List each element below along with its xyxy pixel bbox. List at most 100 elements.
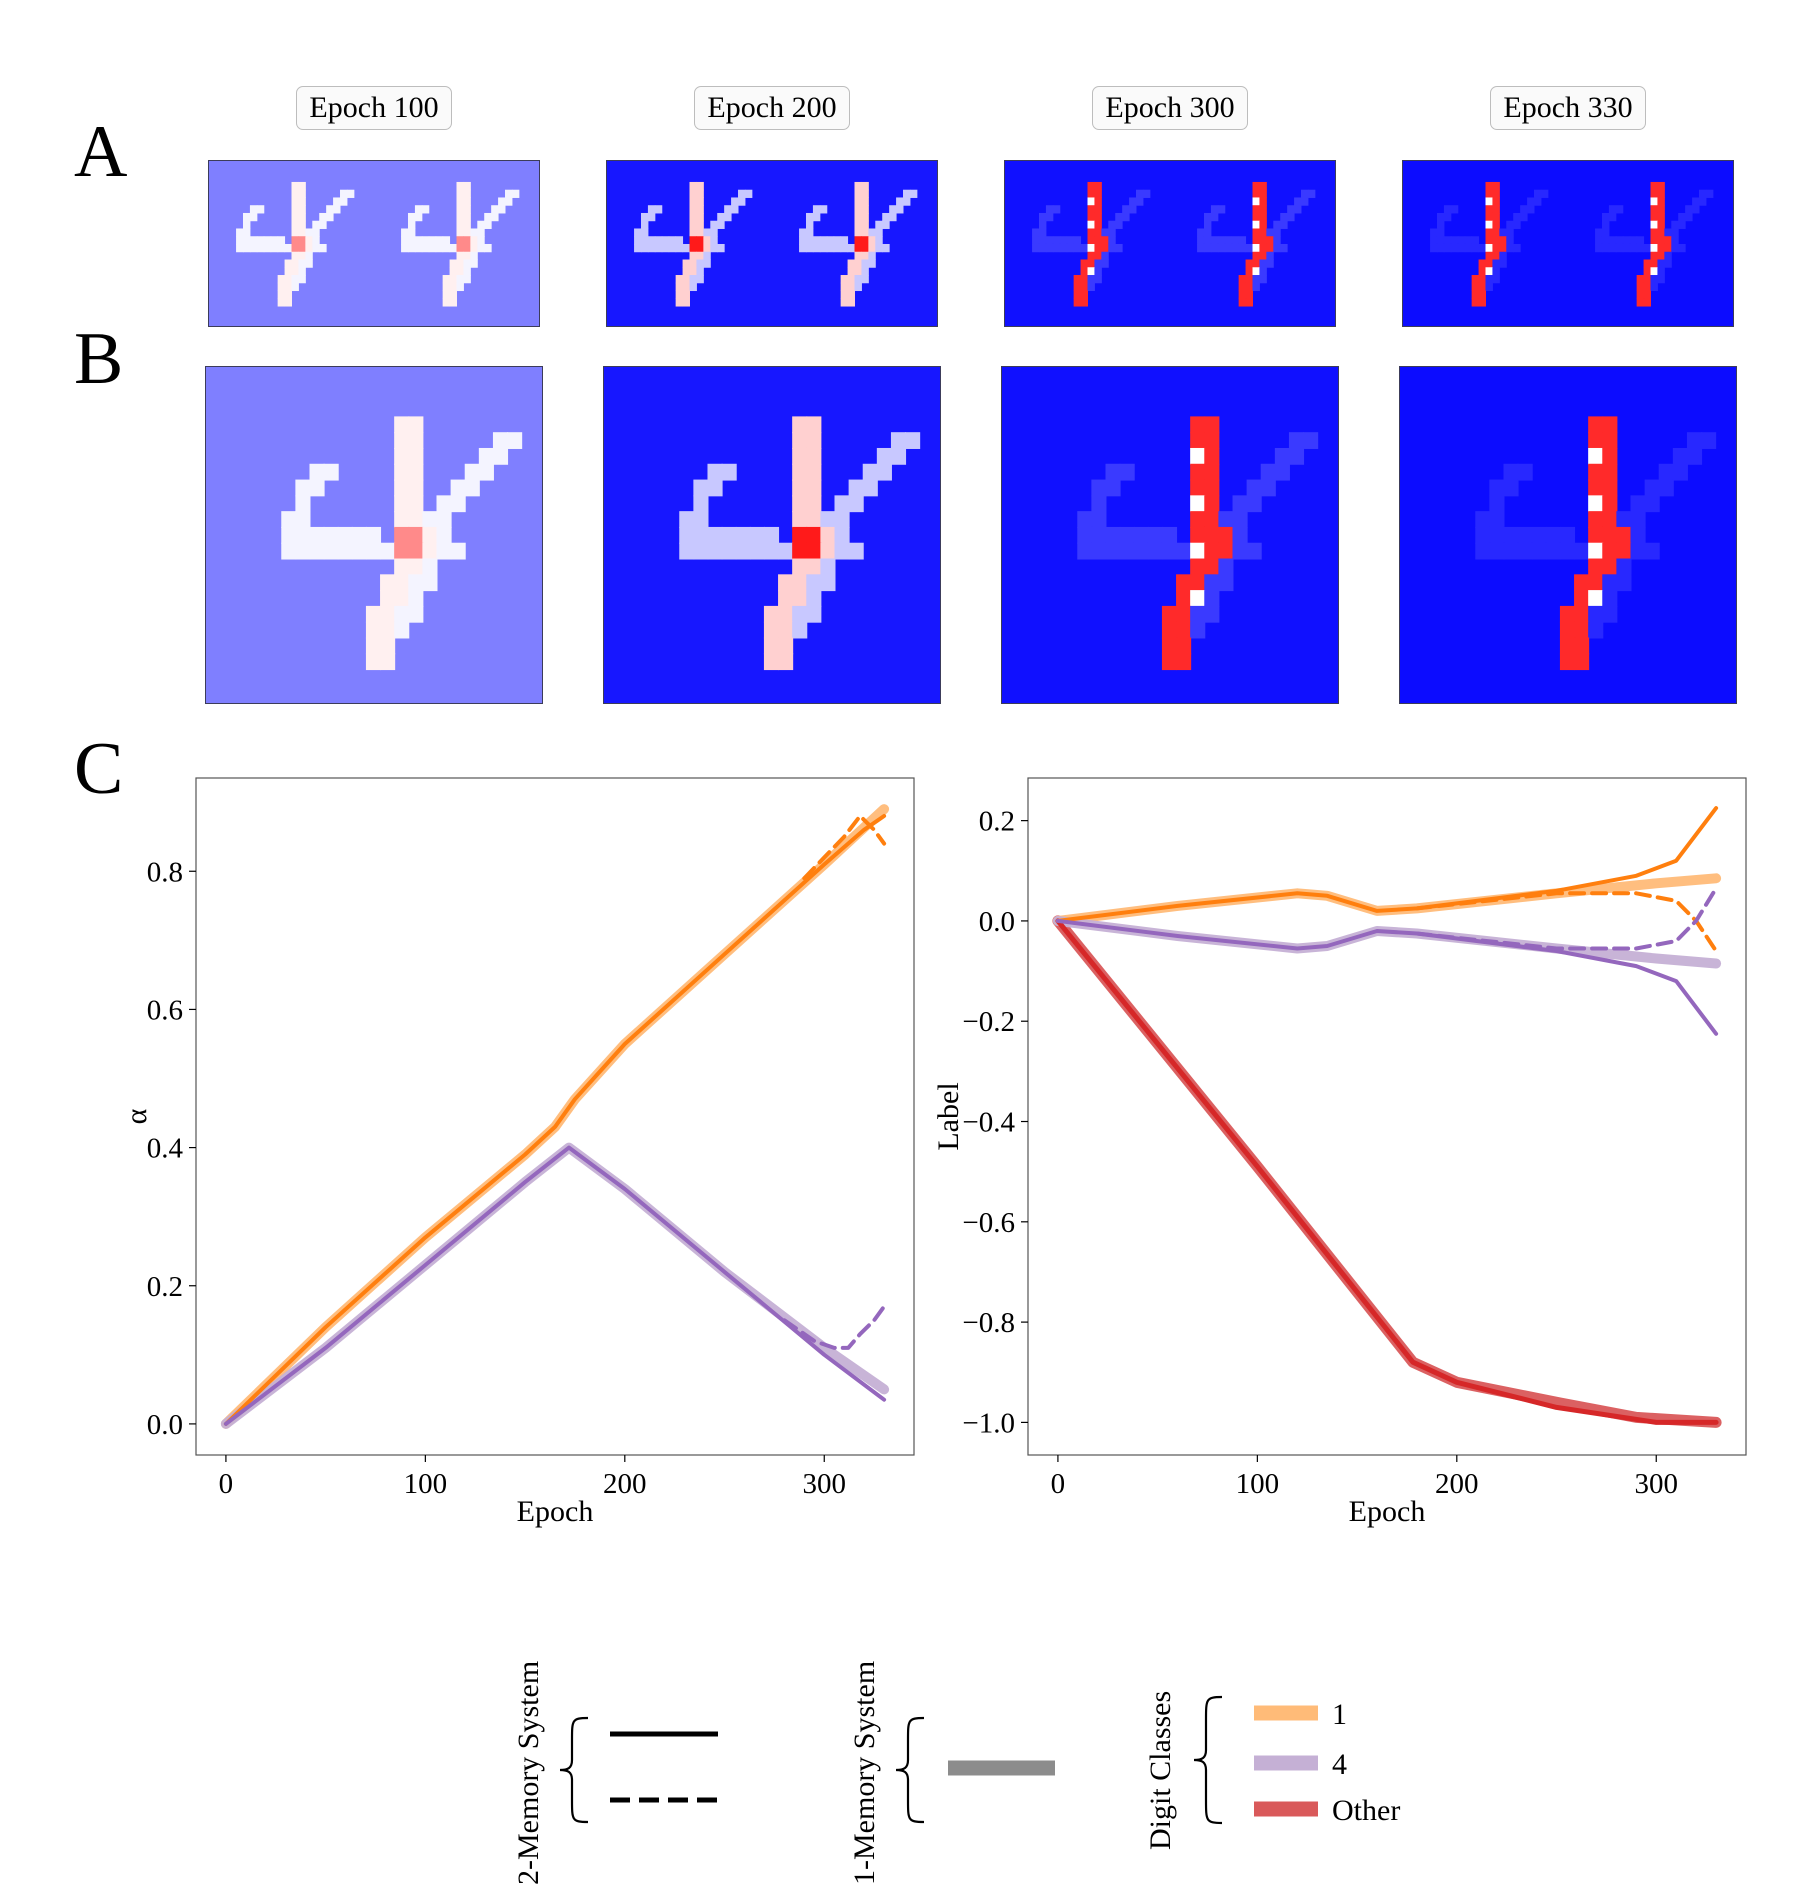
heatmap-pixel xyxy=(647,212,656,222)
heatmap-pixel xyxy=(456,197,464,206)
heatmap-pixel xyxy=(1616,558,1632,576)
heatmap-pixel xyxy=(281,542,297,560)
heatmap-pixel xyxy=(1259,181,1267,191)
heatmap-pixel xyxy=(696,212,704,222)
chart2-frame xyxy=(1027,777,1747,1456)
heatmap-pixel xyxy=(284,275,292,284)
chart1-ytick-label: 0.6 xyxy=(147,994,183,1026)
heatmap-pixel xyxy=(710,228,718,237)
heatmap-pixel xyxy=(707,479,723,497)
heatmap-pixel xyxy=(1489,479,1505,497)
heatmap-pixel xyxy=(421,236,430,245)
heatmap-pixel xyxy=(689,282,697,292)
heatmap-pixel xyxy=(436,495,452,513)
chart1-ylabel: α xyxy=(120,1108,153,1124)
heatmap-pixel xyxy=(1601,212,1610,222)
heatmap-pixel xyxy=(1485,228,1493,237)
legend-two-memory-label: 2-Memory System xyxy=(512,1661,545,1885)
heatmap-pixel xyxy=(707,526,723,544)
heatmap-pixel xyxy=(876,447,892,465)
heatmap-pixel xyxy=(380,574,396,592)
chart1-series-orange-two-memory-solid xyxy=(223,814,887,1426)
heatmap-pixel xyxy=(1588,463,1604,481)
heatmap-pixel xyxy=(1217,205,1226,214)
heatmap-pixel xyxy=(693,526,709,544)
heatmap-pixel xyxy=(477,228,485,237)
heatmap-pixel xyxy=(861,275,869,284)
chart2-ytick-label: −0.2 xyxy=(962,1006,1015,1038)
heatmap-pixel xyxy=(1190,511,1206,528)
heatmap-pixel xyxy=(1636,282,1645,292)
heatmap-pixel xyxy=(1045,243,1054,253)
heatmap-pixel xyxy=(1534,189,1542,198)
heatmap-pixel xyxy=(436,542,452,560)
heatmap-pixel xyxy=(868,243,876,253)
heatmap-pixel xyxy=(689,259,697,268)
heatmap-pixel xyxy=(1540,189,1549,198)
heatmap-pixel xyxy=(1260,463,1276,481)
heatmap-pixel xyxy=(1644,542,1660,560)
heatmap-pixel xyxy=(806,416,822,434)
heatmap-pixel xyxy=(820,574,836,592)
heatmap-pixel xyxy=(847,259,855,268)
heatmap-pixel xyxy=(305,259,313,268)
heatmap-pixel xyxy=(1602,526,1618,544)
heatmap-pixel xyxy=(463,189,471,198)
heatmap-pixel xyxy=(1238,282,1247,292)
heatmap-pixel xyxy=(242,236,251,245)
heatmap-pixel xyxy=(1038,220,1047,229)
heatmap-pixel xyxy=(1210,212,1219,222)
heatmap-pixel xyxy=(1644,495,1660,513)
heatmap-pixel xyxy=(1077,511,1093,528)
panel-label-b: B xyxy=(74,318,124,400)
heatmap-pixel xyxy=(1266,259,1274,268)
heatmap-pixel xyxy=(731,197,739,206)
heatmap-pixel xyxy=(1115,243,1123,253)
heatmap-pixel xyxy=(498,205,506,214)
heatmap-pixel xyxy=(1602,495,1618,513)
heatmap-pixel xyxy=(435,243,444,253)
heatmap-pixel xyxy=(422,574,438,592)
heatmap-pixel xyxy=(380,621,396,639)
heatmap-pixel xyxy=(654,205,663,214)
heatmap-pixel xyxy=(834,526,850,544)
heatmap-pixel xyxy=(703,243,711,253)
heatmap-pixel xyxy=(1094,197,1102,206)
heatmap-pixel xyxy=(861,259,869,268)
heatmap-pixel xyxy=(1259,189,1267,198)
heatmap-pixel xyxy=(1629,243,1638,253)
heatmap-pixel xyxy=(236,243,244,253)
heatmap-pixel xyxy=(1595,243,1603,253)
heatmap-pixel xyxy=(1073,282,1082,292)
heatmap-pixel xyxy=(1499,236,1507,245)
heatmap-pixel xyxy=(1588,432,1604,449)
heatmap-pixel xyxy=(693,495,709,513)
heatmap-pixel xyxy=(1294,205,1302,214)
heatmap-pixel xyxy=(806,605,822,623)
heatmap-b-epoch-330 xyxy=(1399,366,1737,704)
heatmap-pixel xyxy=(1517,542,1533,560)
heatmap-pixel xyxy=(703,228,711,237)
heatmap-pixel xyxy=(408,574,424,592)
heatmap-pixel xyxy=(1066,243,1075,253)
heatmap-pixel xyxy=(1080,282,1088,292)
heatmap-pixel xyxy=(442,275,451,284)
heatmap-pixel xyxy=(1499,251,1507,260)
heatmap-pixel xyxy=(1443,243,1452,253)
heatmap-pixel xyxy=(312,220,320,229)
heatmap-pixel xyxy=(414,205,423,214)
heatmap-pixel xyxy=(792,432,808,449)
chart2-xtick-label: 300 xyxy=(1635,1468,1679,1500)
heatmap-pixel xyxy=(799,243,807,253)
heatmap-pixel xyxy=(1545,542,1561,560)
heatmap-pixel xyxy=(1650,243,1658,253)
heatmap-pixel xyxy=(407,212,416,222)
heatmap-pixel xyxy=(1091,479,1107,497)
chart2-ytick-label: −0.8 xyxy=(962,1307,1015,1339)
heatmap-pixel xyxy=(792,416,808,434)
heatmap-pixel xyxy=(1105,526,1121,544)
heatmap-a-epoch-200 xyxy=(606,160,938,327)
heatmap-pixel xyxy=(1087,197,1095,206)
heatmap-pixel xyxy=(1492,236,1500,245)
heatmap-pixel xyxy=(1643,290,1651,299)
